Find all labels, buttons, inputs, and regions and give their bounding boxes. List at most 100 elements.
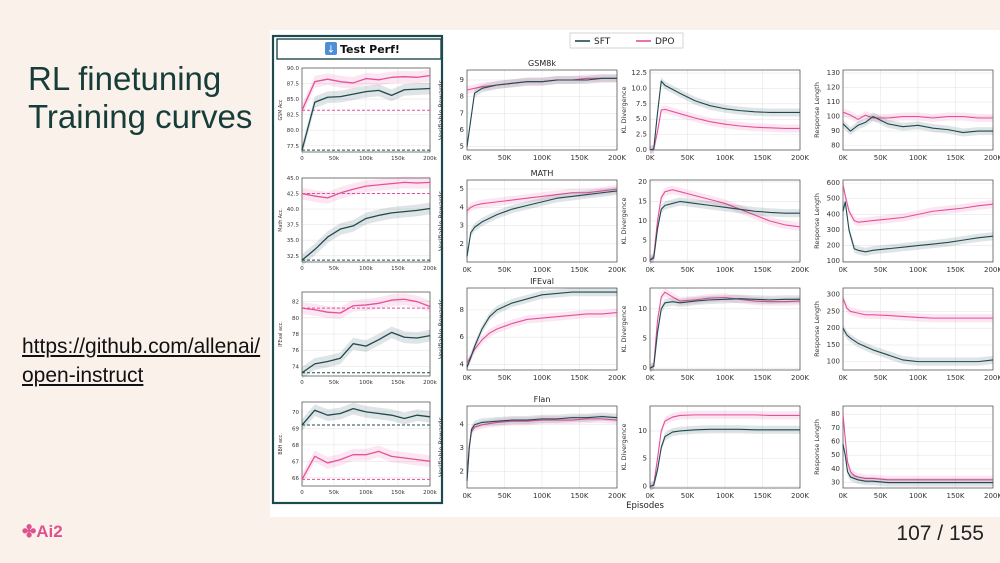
main-panel-0-2-ytick-4: 120	[827, 83, 840, 91]
test-panel-0-xtick-2: 100k	[359, 156, 373, 162]
main-panel-1-1-band-dpo	[650, 185, 800, 265]
main-panel-2-1-xtick-2: 100K	[716, 374, 734, 382]
test-panel-1-ytick-3: 40.0	[287, 207, 300, 213]
main-panel-1-2-xtick-2: 100K	[909, 266, 927, 274]
main-panel-0-0-band-sft	[467, 74, 617, 151]
main-panel-3-1-xtick-2: 100K	[716, 492, 734, 500]
main-panel-3-1-line-dpo	[649, 414, 800, 487]
main-panel-1-1-frame	[649, 179, 801, 263]
main-panel-1-2-xtick-4: 200K	[984, 266, 1000, 274]
main-panel-2-0-xtick-2: 100K	[533, 374, 551, 382]
main-panel-0-1-ytick-1: 2.5	[636, 131, 647, 139]
main-panel-0-1-ytick-4: 10.0	[631, 84, 647, 92]
main-panel-3-0-xtick-4: 200K	[608, 492, 626, 500]
main-panel-3-1-xtick-0: 0K	[645, 492, 654, 500]
test-panel-0-xtick-0: 0	[300, 156, 304, 162]
main-panel-0-1-ytick-2: 5.0	[636, 115, 647, 123]
main-panel-1-0-ytick-3: 5	[460, 185, 464, 193]
main-panel-1-1-xtick-2: 100K	[716, 266, 734, 274]
main-panel-2-1-frame	[649, 287, 801, 371]
test-panel-1-xtick-3: 150k	[391, 266, 405, 272]
test-panel-0-xtick-4: 200k	[423, 156, 437, 162]
repo-link[interactable]: https://github.com/allenai/open-instruct	[22, 335, 261, 387]
main-panel-3-0-ytick-2: 4	[460, 421, 465, 429]
test-panel-2-xtick-3: 150k	[391, 380, 405, 386]
main-panel-3-2-ytick-0: 30	[831, 479, 840, 487]
main-panel-0-1-ylabel: KL Divergence	[620, 87, 628, 134]
main-panel-1-2-ytick-5: 600	[827, 179, 840, 187]
main-panel-1-1-line-sft	[649, 200, 800, 261]
main-panel-3-2-ytick-1: 40	[831, 465, 840, 473]
main-panel-0-2-xtick-4: 200K	[984, 154, 1000, 162]
main-panel-3-1-band-sft	[650, 425, 800, 491]
test-panel-2-ytick-4: 82	[292, 300, 299, 306]
test-panel-1-ytick-5: 45.0	[287, 176, 300, 182]
test-panel-1-line-dpo	[301, 181, 431, 199]
logo-text: Ai2	[36, 522, 63, 541]
main-panel-1-0-ylabel: Verifiable Rewards	[437, 190, 445, 251]
main-panel-3-1-xtick-3: 150K	[754, 492, 772, 500]
test-perf-header	[276, 38, 442, 60]
main-panel-1-0-xtick-4: 200K	[608, 266, 626, 274]
main-panel-2-2-xtick-3: 150K	[947, 374, 965, 382]
main-panel-3-1-band-dpo	[650, 410, 800, 491]
main-panel-3-0-band-sft	[467, 412, 617, 486]
main-panel-0-0-ytick-2: 7	[460, 109, 464, 117]
main-panel-2-1-xtick-4: 200K	[791, 374, 809, 382]
main-panel-1-1-line-dpo	[649, 189, 801, 261]
main-panel-3-0-frame	[466, 405, 618, 489]
flower-icon: ✤	[22, 522, 37, 541]
main-panel-2-1-line-sft	[649, 298, 800, 369]
test-panel-0-ylabel: GSM Acc	[278, 99, 284, 120]
main-panel-0-0-ytick-3: 8	[460, 93, 464, 101]
test-panel-3-line-dpo	[301, 450, 431, 480]
test-panel-3-xtick-3: 150k	[391, 490, 405, 496]
test-panel-0-band-sft	[302, 82, 430, 157]
test-panel-2-ytick-3: 80	[292, 316, 299, 322]
main-panel-0-1-xtick-1: 50K	[681, 154, 695, 162]
main-panel-2-2-band-sft	[843, 324, 993, 366]
main-panel-0-1-xtick-4: 200K	[791, 154, 809, 162]
test-perf-label: Test Perf!	[340, 43, 400, 56]
main-panel-3-2-xtick-2: 100K	[909, 492, 927, 500]
main-panel-0-2-frame	[842, 69, 994, 151]
main-panel-0-1-xtick-2: 100K	[716, 154, 734, 162]
legend-sft-label: SFT	[594, 37, 611, 47]
main-panel-2-2-ytick-0: 100	[827, 358, 840, 366]
test-panel-3-xtick-0: 0	[300, 490, 304, 496]
main-panel-0-0-ytick-0: 5	[460, 143, 464, 151]
main-panel-0-2-line-dpo	[842, 111, 993, 121]
main-panel-3-0-line-sft	[466, 415, 618, 482]
legend-dpo-label: DPO	[655, 37, 674, 47]
main-panel-1-0-title: MATH	[531, 169, 554, 178]
test-panel-0-ytick-4: 87.5	[287, 82, 300, 88]
main-panel-1-2-line-sft	[842, 201, 994, 253]
main-panel-2-0-line-sft	[466, 291, 617, 368]
main-panel-2-0-xtick-0: 0K	[462, 374, 471, 382]
main-panel-2-0-ylabel: Verifiable Rewards	[437, 298, 445, 359]
test-panel-1-band-sft	[302, 202, 430, 267]
test-panel-1-xtick-0: 0	[300, 266, 304, 272]
test-panel-2-ytick-2: 78	[292, 332, 299, 338]
test-panel-0-xtick-3: 150k	[391, 156, 405, 162]
main-panel-3-0-ylabel: Verifiable Rewards	[437, 416, 445, 477]
test-panel-2-ytick-1: 76	[292, 348, 299, 354]
main-panel-3-0-xtick-2: 100K	[533, 492, 551, 500]
test-panel-3-band-sft	[302, 402, 430, 431]
test-panel-3-line-sft	[301, 407, 431, 426]
main-panel-2-1-xtick-1: 50K	[681, 374, 695, 382]
test-panel-1-ylabel: Math Acc.	[278, 208, 284, 232]
main-panel-1-0-xtick-2: 100K	[533, 266, 551, 274]
test-panel-0-ytick-2: 82.5	[287, 113, 300, 119]
main-panel-1-1-band-sft	[650, 197, 800, 265]
slide-title: RL finetuning Training curves	[28, 60, 252, 136]
main-panel-2-0-xtick-1: 50K	[498, 374, 512, 382]
test-panel-1-ytick-4: 42.5	[287, 192, 300, 198]
main-panel-2-1-ytick-0: 0	[643, 364, 647, 372]
test-panel-3-frame	[301, 401, 431, 487]
main-panel-0-1-xtick-0: 0K	[645, 154, 654, 162]
main-panel-1-1-xtick-1: 50K	[681, 266, 695, 274]
training-curves-figure: ↓ Test Perf! SFT DPO Episodes 77.5 80.0 82…	[270, 30, 1000, 517]
test-panel-border	[271, 34, 444, 505]
main-panel-1-1-xtick-0: 0K	[645, 266, 654, 274]
